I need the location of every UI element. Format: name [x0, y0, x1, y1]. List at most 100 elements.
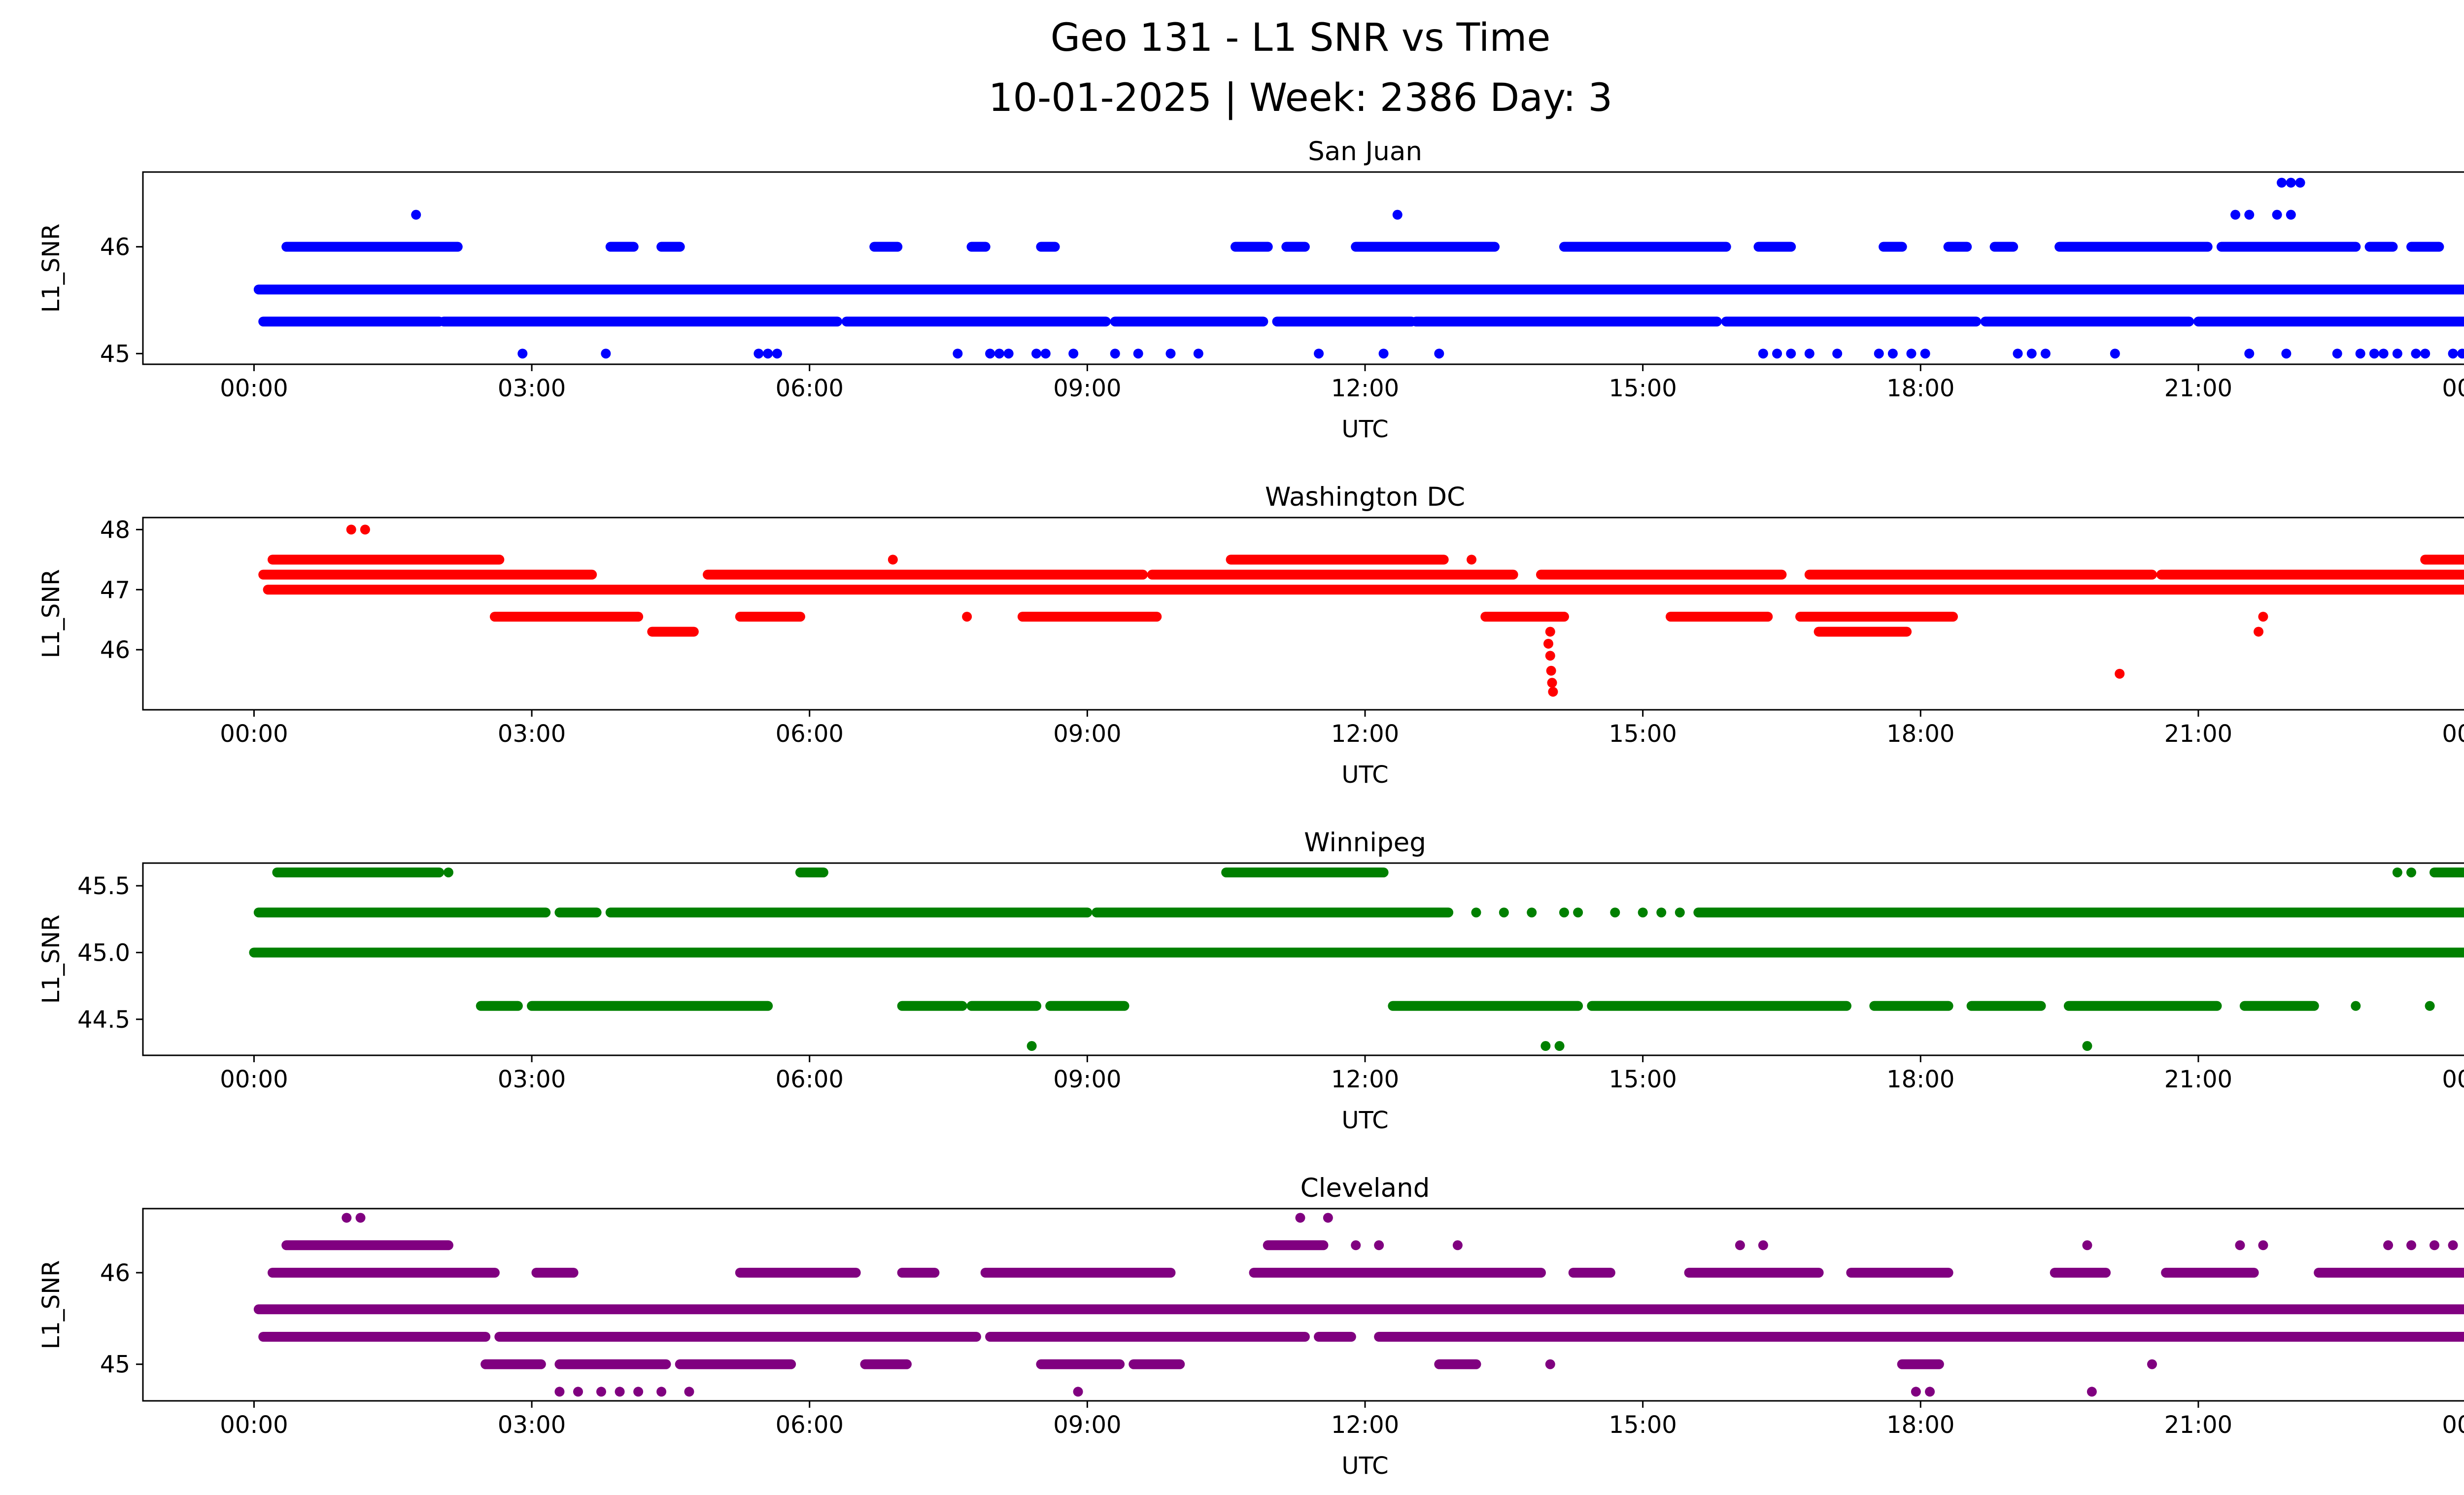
- scatter-dot: [684, 1387, 694, 1397]
- subplot-title: San Juan: [1308, 137, 1422, 167]
- scatter-dot: [1031, 348, 1042, 359]
- x-tick-label: 09:00: [1053, 1066, 1121, 1093]
- scatter-dot: [346, 524, 356, 535]
- scatter-dot: [1193, 348, 1203, 359]
- x-tick-label: 03:00: [498, 1411, 566, 1439]
- scatter-dot: [1887, 348, 1898, 359]
- x-tick-label: 00:00: [220, 720, 288, 748]
- x-tick-label: 12:00: [1331, 720, 1399, 748]
- scatter-dot: [2411, 348, 2421, 359]
- scatter-dot: [615, 1387, 625, 1397]
- scatter-dot: [1392, 209, 1403, 220]
- scatter-dot: [2272, 209, 2282, 220]
- subplot-san-juan: San Juan 45 46 00:00 03:00 06:00 09:00 12:00 15…: [0, 133, 2464, 458]
- scatter-dot: [2378, 348, 2389, 359]
- plot-svg-0: San Juan 45 46 00:00 03:00 06:00 09:00 12:00 15…: [37, 137, 2464, 443]
- x-axis-label: UTC: [1341, 761, 1388, 789]
- x-tick-label: 21:00: [2164, 720, 2232, 748]
- scatter-dot: [444, 867, 453, 877]
- scatter-dot: [1040, 348, 1051, 359]
- scatter-dot: [411, 209, 421, 220]
- y-axis-label: L1_SNR: [37, 914, 65, 1004]
- scatter-dot: [2332, 348, 2342, 359]
- y-tick-label: 45: [100, 1351, 130, 1379]
- subplot-title: Washington DC: [1265, 482, 1465, 512]
- scatter-dot: [1133, 348, 1143, 359]
- x-tick-label: 21:00: [2164, 1066, 2232, 1093]
- subplot-washington-dc: Washington DC 46 47 48 00:00 03:00 06:00 09:00…: [0, 478, 2464, 803]
- scatter-dot: [1110, 348, 1120, 359]
- x-tick-label: 00:00: [2442, 1411, 2464, 1439]
- scatter-dot: [2230, 209, 2241, 220]
- scatter-dot: [2286, 177, 2296, 188]
- scatter-dot: [2087, 1387, 2097, 1397]
- y-tick-label: 46: [100, 1259, 130, 1287]
- scatter-dot: [1804, 348, 1814, 359]
- scatter-dot: [554, 1387, 565, 1397]
- x-tick-label: 18:00: [1886, 720, 1954, 748]
- figure-header: Geo 131 - L1 SNR vs Time 10-01-2025 | We…: [0, 0, 2464, 133]
- scatter-dot: [2277, 177, 2287, 188]
- subplot-title: Cleveland: [1300, 1173, 1430, 1203]
- scatter-dot: [1675, 907, 1685, 918]
- scatter-dot: [1374, 1240, 1384, 1251]
- x-tick-label: 00:00: [220, 375, 288, 402]
- scatter-dot: [2383, 1240, 2394, 1251]
- scatter-dot: [1735, 1240, 1745, 1251]
- scatter-dot: [1471, 907, 1481, 918]
- y-tick-label: 46: [100, 636, 130, 664]
- scatter-dot: [2082, 1240, 2092, 1251]
- scatter-dot: [1165, 348, 1176, 359]
- scatter-dot: [962, 612, 972, 622]
- figure-subtitle: 10-01-2025 | Week: 2386 Day: 3: [988, 76, 1613, 120]
- scatter-dot: [1323, 1213, 1333, 1223]
- scatter-dot: [2115, 668, 2125, 679]
- scatter-dot: [2254, 626, 2264, 637]
- scatter-dot: [1925, 1387, 1935, 1397]
- scatter-dot: [1314, 348, 1324, 359]
- scatter-dot: [1540, 1041, 1551, 1051]
- scatter-dot: [1772, 348, 1782, 359]
- scatter-dot: [2420, 348, 2430, 359]
- x-axis-label: UTC: [1341, 416, 1388, 443]
- scatter-dot: [2013, 348, 2023, 359]
- scatter-dot: [2355, 348, 2365, 359]
- scatter-dot: [2110, 348, 2120, 359]
- scatter-dot: [1527, 907, 1537, 918]
- scatter-dot: [2406, 867, 2417, 877]
- x-tick-label: 00:00: [220, 1411, 288, 1439]
- y-axis-label: L1_SNR: [37, 1260, 65, 1349]
- scatter-dot: [573, 1387, 583, 1397]
- y-tick-label: 47: [100, 576, 130, 604]
- subplot-cleveland: Cleveland 45 46 00:00 03:00 06:00 09:00 12:00 1…: [0, 1169, 2464, 1495]
- scatter-dot: [596, 1387, 606, 1397]
- scatter-dot: [888, 555, 898, 565]
- x-tick-label: 15:00: [1608, 1411, 1677, 1439]
- scatter-dot: [633, 1387, 644, 1397]
- scatter-dot: [360, 524, 370, 535]
- x-tick-label: 06:00: [776, 375, 844, 402]
- x-tick-label: 18:00: [1886, 1066, 1954, 1093]
- x-tick-label: 21:00: [2164, 375, 2232, 402]
- scatter-dot: [2406, 1240, 2417, 1251]
- scatter-dot: [1786, 348, 1796, 359]
- scatter-dot: [1003, 348, 1014, 359]
- scatter-dot: [656, 1387, 667, 1397]
- scatter-dot: [2026, 348, 2037, 359]
- scatter-dot: [1554, 1041, 1565, 1051]
- scatter-dot: [1068, 348, 1079, 359]
- scatter-dot: [2258, 612, 2268, 622]
- scatter-dot: [2286, 209, 2296, 220]
- x-tick-label: 06:00: [776, 720, 844, 748]
- x-axis-label: UTC: [1341, 1107, 1388, 1134]
- x-tick-label: 06:00: [776, 1066, 844, 1093]
- scatter-dot: [342, 1213, 352, 1223]
- y-tick-label: 48: [100, 516, 130, 544]
- scatter-dot: [1906, 348, 1916, 359]
- subplot-title: Winnipeg: [1304, 828, 1426, 858]
- x-tick-label: 09:00: [1053, 375, 1121, 402]
- scatter-dot: [2457, 348, 2464, 359]
- scatter-dot: [1295, 1213, 1305, 1223]
- scatter-dot: [2448, 1240, 2458, 1251]
- scatter-dot: [1573, 907, 1583, 918]
